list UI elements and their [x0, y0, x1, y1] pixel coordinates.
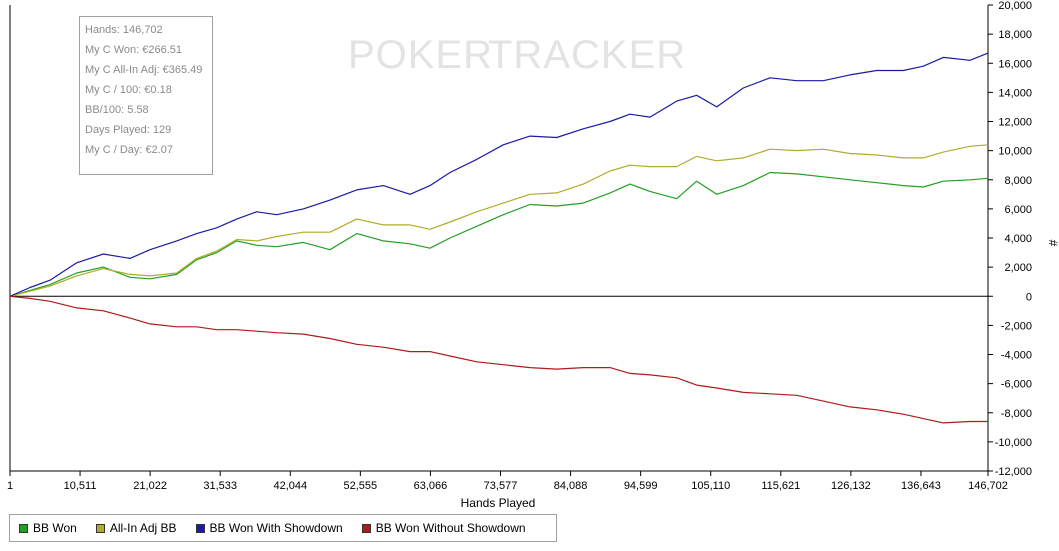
x-tick-label: 136,643: [901, 480, 941, 492]
y-tick-label: -4,000: [1001, 350, 1032, 362]
legend-label-bb-won-with-showdown: BB Won With Showdown: [209, 521, 343, 535]
x-tick-label: 84,088: [554, 480, 588, 492]
legend-swatch-bb-won: [19, 523, 28, 533]
x-tick-label: 105,110: [691, 480, 730, 492]
x-tick-label: 115,621: [761, 480, 800, 492]
legend-item-bb-won[interactable]: BB Won: [19, 521, 77, 535]
y-tick-label: -12,000: [995, 466, 1032, 478]
stat-my-c-per-day: My C / Day: €2.07: [85, 144, 174, 156]
x-tick-label: 21,022: [133, 480, 167, 492]
legend-item-bb-won-without-showdown[interactable]: BB Won Without Showdown: [361, 521, 526, 535]
y-axis-label: #: [1046, 240, 1059, 247]
series-lines: [9, 52, 989, 424]
stats-summary-box: Hands: 146,702 My C Won: €266.51 My C Al…: [79, 16, 213, 175]
x-tick-label: 73,577: [484, 480, 518, 492]
legend-swatch-bb-won-with-showdown: [195, 523, 205, 533]
axes: [9, 5, 989, 472]
series-line-3: [9, 295, 988, 424]
x-tick-label: 63,066: [414, 480, 448, 492]
stat-days-played: Days Played: 129: [85, 124, 172, 136]
series-line-0: [9, 171, 989, 297]
x-tick-label: 126,132: [831, 480, 871, 492]
y-tick-label: 12,000: [998, 117, 1032, 129]
legend-label-bb-won: BB Won: [33, 521, 77, 535]
chart-legend: BB Won All-In Adj BB BB Won With Showdow…: [9, 514, 557, 542]
watermark-poker: POKER: [348, 33, 493, 77]
stat-hands: Hands: 146,702: [85, 24, 163, 36]
x-tick-label: 146,702: [968, 480, 1008, 492]
y-tick-label: -2,000: [1001, 320, 1032, 332]
x-axis-label: Hands Played: [461, 496, 536, 510]
legend-label-all-in-adj-bb: All-In Adj BB: [109, 521, 177, 535]
x-tick-label: 31,533: [203, 480, 237, 492]
watermark-tracker: TRACKER: [488, 33, 686, 77]
x-tick-label: 42,044: [273, 480, 307, 492]
legend-label-bb-won-without-showdown: BB Won Without Showdown: [375, 521, 526, 535]
legend-swatch-all-in-adj-bb: [95, 523, 105, 533]
x-tick-label: 52,555: [344, 480, 378, 492]
y-tick-label: 4,000: [1004, 233, 1032, 245]
y-tick-label: -6,000: [1001, 379, 1032, 391]
y-tick-label: 14,000: [998, 87, 1032, 99]
x-tick-label: 10,511: [64, 480, 97, 492]
y-tick-label: 18,000: [998, 29, 1032, 41]
stat-all-in-adj: My C All-In Adj: €365.49: [85, 64, 203, 76]
y-tick-label: 16,000: [998, 58, 1032, 70]
y-tick-label: 6,000: [1004, 204, 1032, 216]
legend-swatch-bb-won-without-showdown: [361, 523, 371, 533]
y-tick-label: 20,000: [998, 0, 1032, 12]
y-tick-label: 10,000: [998, 146, 1032, 158]
x-tick-label: 1: [7, 480, 13, 492]
stat-bb-per-100: BB/100: 5.58: [85, 104, 149, 116]
legend-item-all-in-adj-bb[interactable]: All-In Adj BB: [95, 521, 177, 535]
series-line-1: [9, 144, 989, 297]
series-line-2: [9, 52, 989, 297]
y-tick-label: 8,000: [1004, 175, 1032, 187]
y-tick-label: -10,000: [995, 437, 1032, 449]
stat-my-c-per-100: My C / 100: €0.18: [85, 84, 172, 96]
x-axis-ticks: 1 10,511 21,022 31,533 42,044 52,555 63,066 73,…: [7, 471, 1008, 492]
legend-item-bb-won-with-showdown[interactable]: BB Won With Showdown: [195, 521, 343, 535]
x-tick-label: 94,599: [624, 480, 658, 492]
y-tick-label: 0: [1026, 291, 1032, 303]
stat-my-c-won: My C Won: €266.51: [85, 44, 183, 56]
y-tick-label: 2,000: [1004, 262, 1032, 274]
y-axis-ticks: 20,000 18,000 16,000 14,000 12,000 10,000 8,00…: [988, 0, 1032, 478]
y-tick-label: -8,000: [1001, 408, 1032, 420]
